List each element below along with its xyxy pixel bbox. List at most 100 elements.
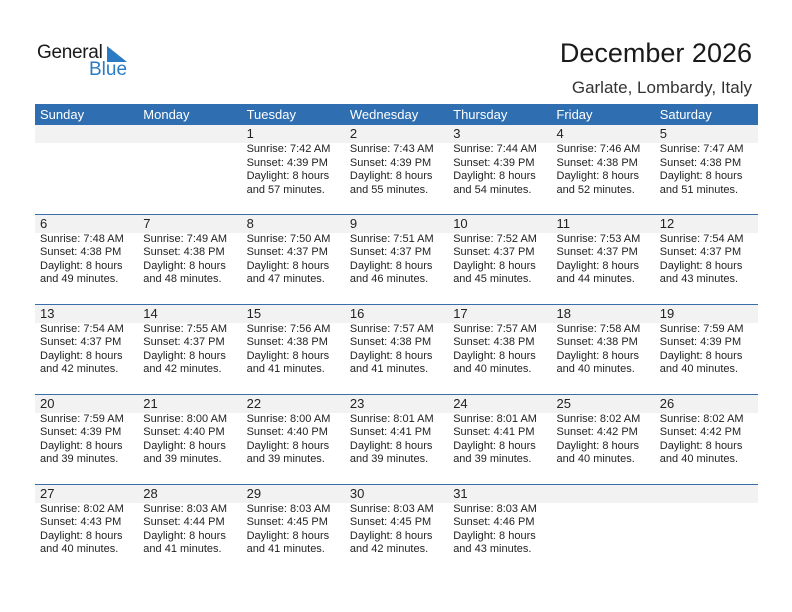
daylight-text: Daylight: 8 hours (659, 439, 743, 452)
sunset-text: Sunset: 4:39 PM (659, 336, 742, 348)
daylight-text: Daylight: 8 hours (453, 259, 536, 272)
day-number: 5 (659, 126, 668, 141)
day-number: 14 (143, 305, 158, 321)
daylight-text: Daylight: 8 hours (143, 259, 226, 272)
day-number: 20 (40, 395, 55, 411)
sunset-text: Sunset: 4:46 PM (453, 516, 535, 528)
day-cell: 3 Sunrise: 7:44 AM Sunset: 4:39 PM Daylight… (448, 125, 551, 213)
weekday-saturday: Saturday (659, 107, 712, 122)
daylight-minutes-text: and 41 minutes. (246, 363, 325, 375)
sunset-text: Sunset: 4:38 PM (556, 156, 638, 169)
day-number: 22 (246, 395, 262, 411)
daylight-minutes-text: and 41 minutes. (143, 543, 222, 555)
sunrise-text: Sunrise: 7:54 AM (40, 322, 124, 335)
sunset-text: Sunset: 4:41 PM (349, 426, 432, 438)
sunset-text: Sunset: 4:37 PM (556, 246, 638, 258)
day-cell: 24 Sunrise: 8:01 AM Sunset: 4:41 PM Dayligh… (448, 395, 551, 483)
week-row: 1 Sunrise: 7:42 AM Sunset: 4:39 PM Daylight… (35, 125, 758, 213)
daylight-text: Daylight: 8 hours (143, 529, 226, 542)
sunrise-text: Sunrise: 7:51 AM (349, 232, 434, 245)
sunset-text: Sunset: 4:39 PM (349, 156, 432, 169)
sunset-text: Sunset: 4:38 PM (556, 336, 638, 348)
daylight-text: Daylight: 8 hours (143, 439, 226, 452)
daylight-minutes-text: and 44 minutes. (556, 273, 635, 285)
day-cell: 15 Sunrise: 7:56 AM Sunset: 4:38 PM Dayligh… (242, 305, 345, 393)
day-number-band (35, 214, 758, 233)
day-cell: 10 Sunrise: 7:52 AM Sunset: 4:37 PM Dayligh… (448, 215, 551, 303)
week-row: 13 Sunrise: 7:54 AM Sunset: 4:37 PM Dayligh… (35, 303, 758, 393)
daylight-minutes-text: and 41 minutes. (246, 543, 325, 555)
sunrise-text: Sunrise: 8:02 AM (659, 412, 744, 425)
day-cell: 4 Sunrise: 7:46 AM Sunset: 4:38 PM Daylight… (552, 125, 655, 213)
sunset-text: Sunset: 4:37 PM (659, 246, 742, 258)
daylight-text: Daylight: 8 hours (40, 529, 123, 542)
daylight-text: Daylight: 8 hours (246, 529, 330, 542)
day-number: 29 (246, 485, 262, 501)
daylight-minutes-text: and 40 minutes. (659, 453, 739, 465)
sunrise-text: Sunrise: 7:42 AM (246, 143, 331, 155)
daylight-text: Daylight: 8 hours (453, 349, 536, 362)
daylight-text: Daylight: 8 hours (659, 170, 743, 182)
sunrise-text: Sunrise: 7:55 AM (143, 322, 228, 335)
sunrise-text: Sunrise: 7:43 AM (349, 143, 434, 155)
daylight-minutes-text: and 52 minutes. (556, 183, 635, 196)
day-number: 18 (556, 305, 571, 321)
daylight-minutes-text: and 51 minutes. (659, 183, 739, 196)
daylight-minutes-text: and 43 minutes. (659, 273, 739, 285)
sunset-text: Sunset: 4:41 PM (453, 426, 535, 438)
day-cell: 1 Sunrise: 7:42 AM Sunset: 4:39 PM Daylight… (242, 125, 345, 213)
day-cell: 25 Sunrise: 8:02 AM Sunset: 4:42 PM Dayligh… (552, 395, 655, 483)
sunset-text: Sunset: 4:38 PM (349, 336, 432, 348)
daylight-minutes-text: and 47 minutes. (246, 273, 325, 285)
sunset-text: Sunset: 4:38 PM (143, 246, 225, 258)
daylight-minutes-text: and 39 minutes. (246, 453, 325, 465)
daylight-minutes-text: and 39 minutes. (40, 453, 119, 465)
page-title: December 2026 (559, 38, 752, 68)
day-cell: 8 Sunrise: 7:50 AM Sunset: 4:37 PM Daylight… (242, 215, 345, 303)
day-number: 15 (246, 305, 262, 321)
daylight-minutes-text: and 40 minutes. (556, 363, 635, 375)
daylight-minutes-text: and 42 minutes. (143, 363, 222, 375)
weekday-friday: Friday (556, 107, 593, 122)
day-cell: 5 Sunrise: 7:47 AM Sunset: 4:38 PM Daylight… (655, 125, 758, 213)
sunrise-text: Sunrise: 7:48 AM (40, 232, 124, 245)
day-cell: 12 Sunrise: 7:54 AM Sunset: 4:37 PM Dayligh… (655, 215, 758, 303)
day-number: 24 (453, 395, 468, 411)
sunset-text: Sunset: 4:38 PM (246, 336, 328, 348)
logo: General Blue (37, 42, 137, 82)
sunset-text: Sunset: 4:37 PM (453, 246, 535, 258)
sunset-text: Sunset: 4:42 PM (556, 426, 638, 438)
daylight-minutes-text: and 49 minutes. (40, 273, 119, 285)
weekday-thursday: Thursday (453, 107, 508, 122)
daylight-text: Daylight: 8 hours (246, 170, 330, 182)
daylight-minutes-text: and 45 minutes. (453, 273, 532, 285)
daylight-minutes-text: and 46 minutes. (349, 273, 429, 285)
sunrise-text: Sunrise: 7:59 AM (659, 322, 744, 335)
day-cell: 11 Sunrise: 7:53 AM Sunset: 4:37 PM Dayligh… (552, 215, 655, 303)
location: Garlate, Lombardy, Italy (571, 78, 752, 97)
daylight-minutes-text: and 39 minutes. (349, 453, 429, 465)
sunrise-text: Sunrise: 8:01 AM (349, 412, 434, 425)
daylight-minutes-text: and 42 minutes. (40, 363, 119, 375)
sunset-text: Sunset: 4:43 PM (40, 516, 122, 528)
sunrise-text: Sunrise: 8:00 AM (143, 412, 228, 425)
daylight-minutes-text: and 40 minutes. (453, 363, 532, 375)
sunset-text: Sunset: 4:45 PM (246, 516, 328, 528)
day-cell: 23 Sunrise: 8:01 AM Sunset: 4:41 PM Dayligh… (345, 395, 448, 483)
daylight-text: Daylight: 8 hours (556, 439, 640, 452)
day-cell: 14 Sunrise: 7:55 AM Sunset: 4:37 PM Dayligh… (138, 305, 241, 393)
weekday-monday: Monday (143, 107, 190, 122)
sunset-text: Sunset: 4:39 PM (40, 426, 122, 438)
sunset-text: Sunset: 4:40 PM (143, 426, 225, 438)
daylight-text: Daylight: 8 hours (143, 349, 226, 362)
daylight-text: Daylight: 8 hours (453, 170, 536, 182)
daylight-minutes-text: and 55 minutes. (349, 183, 429, 196)
weekday-tuesday: Tuesday (246, 107, 296, 122)
day-cell: 7 Sunrise: 7:49 AM Sunset: 4:38 PM Daylight… (138, 215, 241, 303)
day-number: 12 (659, 215, 675, 231)
sunrise-text: Sunrise: 7:49 AM (143, 232, 228, 245)
day-cell: 21 Sunrise: 8:00 AM Sunset: 4:40 PM Dayligh… (138, 395, 241, 483)
day-cell: 6 Sunrise: 7:48 AM Sunset: 4:38 PM Daylight… (35, 215, 138, 303)
sunset-text: Sunset: 4:37 PM (246, 246, 328, 258)
day-cell: 30 Sunrise: 8:03 AM Sunset: 4:45 PM Dayligh… (345, 485, 448, 573)
